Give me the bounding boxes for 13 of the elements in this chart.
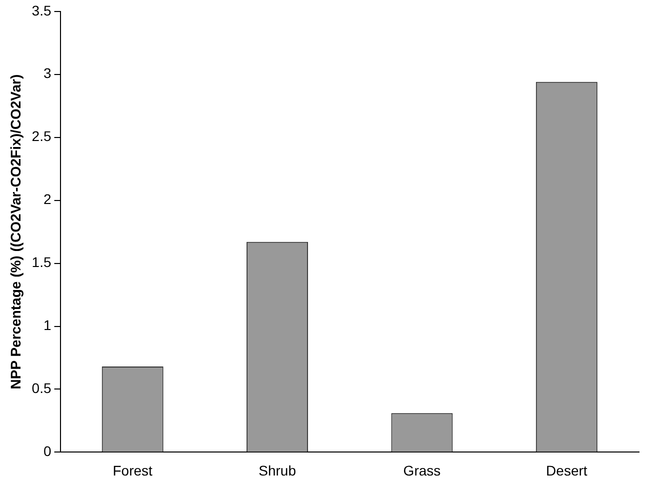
y-tick-label: 3: [43, 65, 52, 82]
y-tick-label: 2: [43, 191, 52, 208]
y-tick-label: 0.5: [32, 380, 52, 396]
x-tick-label: Desert: [546, 462, 588, 478]
y-tick-label: 3.5: [32, 2, 52, 18]
y-tick-label: 0: [43, 443, 52, 460]
x-tick-label: Shrub: [258, 462, 296, 478]
y-axis-title: NPP Percentage (%) ((CO2Var-CO2Fix)/CO2Var): [7, 74, 24, 390]
x-tick-label: Grass: [403, 462, 441, 478]
y-tick-label: 1: [43, 317, 52, 334]
x-tick-label: Forest: [112, 462, 153, 478]
y-tick-label: 2.5: [32, 128, 52, 144]
y-tick-label: 1.5: [32, 254, 52, 270]
